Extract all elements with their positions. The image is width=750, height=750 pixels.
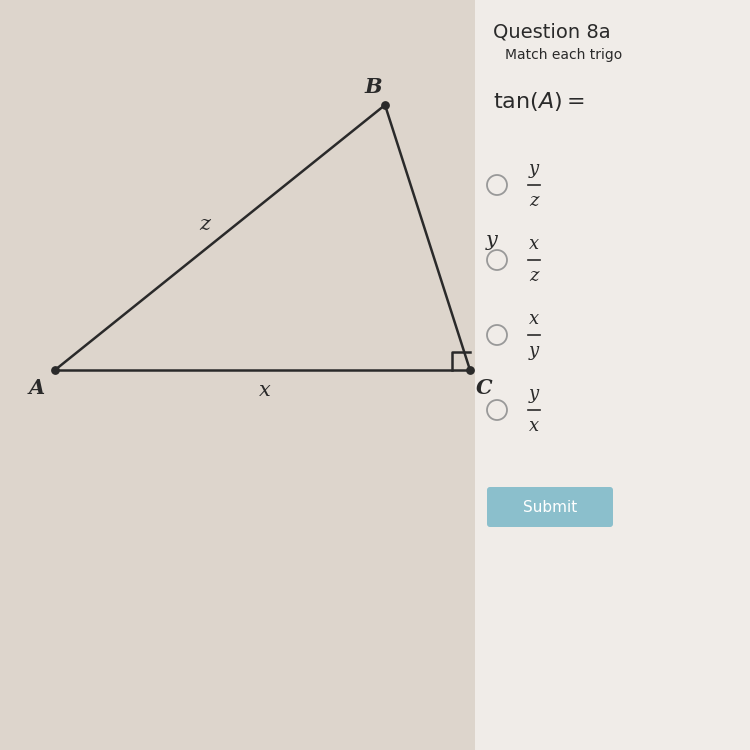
Text: B: B <box>364 77 382 97</box>
Text: C: C <box>476 378 492 398</box>
Text: Submit: Submit <box>523 500 578 514</box>
Point <box>49 364 61 376</box>
Text: z: z <box>200 215 211 235</box>
Text: x: x <box>529 310 539 328</box>
Point <box>379 99 391 111</box>
Text: y: y <box>529 160 539 178</box>
Text: Match each trigo: Match each trigo <box>505 48 622 62</box>
Text: y: y <box>486 230 498 250</box>
Text: y: y <box>529 385 539 403</box>
Text: x: x <box>260 380 271 400</box>
Text: x: x <box>529 235 539 253</box>
Text: y: y <box>529 342 539 360</box>
Point <box>464 364 476 376</box>
Text: $\mathrm{tan}(A) =$: $\mathrm{tan}(A) =$ <box>493 90 585 113</box>
Text: z: z <box>530 192 538 210</box>
Text: A: A <box>28 378 45 398</box>
Text: Question 8a: Question 8a <box>493 22 610 41</box>
Bar <box>475 0 750 750</box>
FancyBboxPatch shape <box>487 487 613 527</box>
Text: z: z <box>530 267 538 285</box>
Text: x: x <box>529 417 539 435</box>
